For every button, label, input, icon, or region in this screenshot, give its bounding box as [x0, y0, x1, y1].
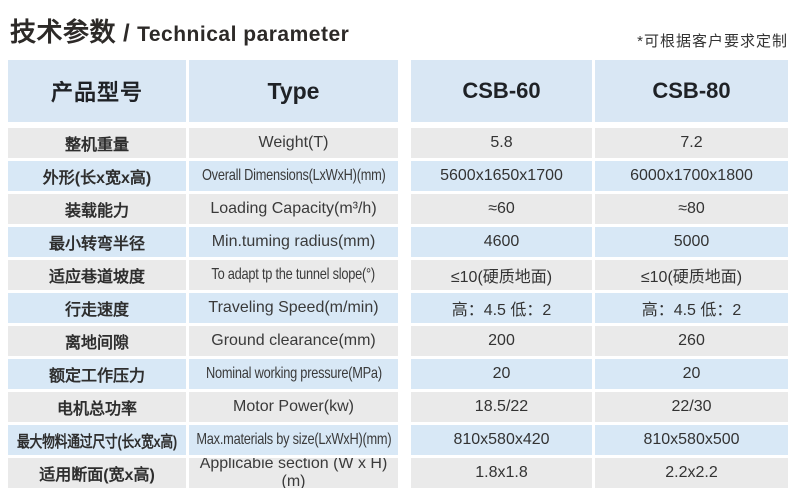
param-name-en-cell: Motor Power(kw) — [189, 392, 398, 422]
param-name-zh-cell: 电机总功率 — [8, 392, 186, 422]
param-name-en-cell: Weight(T) — [189, 128, 398, 158]
column-header-csb-60: CSB-60 — [411, 60, 592, 122]
param-name-en-cell: Loading Capacity(m³/h) — [189, 194, 398, 224]
param-name-en-cell: To adapt tp the tunnel slope(°) — [189, 260, 398, 290]
page-title-chinese: 技术参数 — [10, 17, 117, 47]
value-csb-80-cell: ≤10(硬质地面) — [595, 260, 788, 290]
param-name-zh-cell: 外形(长x宽x高) — [8, 161, 186, 191]
param-name-zh-cell: 最大物料通过尺寸(长x宽x高) — [8, 425, 186, 455]
value-csb-80-cell: 7.2 — [595, 128, 788, 158]
param-name-en-cell: Traveling Speed(m/min) — [189, 293, 398, 323]
value-csb-60-cell: 200 — [411, 326, 592, 356]
value-csb-80-cell: 22/30 — [595, 392, 788, 422]
table-row: 装载能力 Loading Capacity(m³/h) ≈60 ≈80 — [8, 194, 788, 224]
value-csb-60-cell: ≤10(硬质地面) — [411, 260, 592, 290]
table-row: 整机重量 Weight(T) 5.8 7.2 — [8, 128, 788, 158]
param-name-zh-cell: 适应巷道坡度 — [8, 260, 186, 290]
table-row: 额定工作压力 Nominal working pressure(MPa) 20 … — [8, 359, 788, 389]
value-csb-80-cell: 2.2x2.2 — [595, 458, 788, 488]
title-separator: / — [122, 20, 131, 47]
param-name-zh-cell: 行走速度 — [8, 293, 186, 323]
table-row: 最小转弯半径 Min.tuming radius(mm) 4600 5000 — [8, 227, 788, 257]
customization-note: *可根据客户要求定制 — [637, 33, 788, 50]
table-header-row: 产品型号 Type CSB-60 CSB-80 — [8, 60, 788, 122]
param-name-en-cell: Applicabie section (W x H)(m) — [189, 458, 398, 488]
value-csb-80-cell: ≈80 — [595, 194, 788, 224]
value-csb-80-cell: 810x580x500 — [595, 425, 788, 455]
table-row: 电机总功率 Motor Power(kw) 18.5/22 22/30 — [8, 392, 788, 422]
value-csb-60-cell: 高：4.5 低：2 — [411, 293, 592, 323]
value-csb-60-cell: 18.5/22 — [411, 392, 592, 422]
value-csb-80-cell: 5000 — [595, 227, 788, 257]
value-csb-60-cell: 5.8 — [411, 128, 592, 158]
parameter-table: 产品型号 Type CSB-60 CSB-80 整机重量 Weight(T) 5… — [8, 60, 788, 491]
value-csb-60-cell: 5600x1650x1700 — [411, 161, 592, 191]
value-csb-60-cell: 20 — [411, 359, 592, 389]
param-name-en-cell: Overall Dimensions(LxWxH)(mm) — [189, 161, 398, 191]
value-csb-60-cell: 4600 — [411, 227, 592, 257]
value-csb-80-cell: 260 — [595, 326, 788, 356]
param-name-zh-cell: 适用断面(宽x高) — [8, 458, 186, 488]
param-name-en-cell: Max.materials by size(LxWxH)(mm) — [189, 425, 398, 455]
table-row: 外形(长x宽x高) Overall Dimensions(LxWxH)(mm) … — [8, 161, 788, 191]
table-row: 行走速度 Traveling Speed(m/min) 高：4.5 低：2 高：… — [8, 293, 788, 323]
value-csb-60-cell: ≈60 — [411, 194, 592, 224]
param-name-zh-cell: 最小转弯半径 — [8, 227, 186, 257]
table-row: 最大物料通过尺寸(长x宽x高) Max.materials by size(Lx… — [8, 425, 788, 455]
value-csb-80-cell: 6000x1700x1800 — [595, 161, 788, 191]
param-name-zh-cell: 额定工作压力 — [8, 359, 186, 389]
table-body: 整机重量 Weight(T) 5.8 7.2 外形(长x宽x高) Overall… — [8, 128, 788, 488]
value-csb-80-cell: 高：4.5 低：2 — [595, 293, 788, 323]
param-name-en-cell: Nominal working pressure(MPa) — [189, 359, 398, 389]
table-row: 适用断面(宽x高) Applicabie section (W x H)(m) … — [8, 458, 788, 488]
param-name-zh-cell: 整机重量 — [8, 128, 186, 158]
param-name-en-cell: Min.tuming radius(mm) — [189, 227, 398, 257]
table-row: 离地间隙 Ground clearance(mm) 200 260 — [8, 326, 788, 356]
param-name-zh-cell: 装载能力 — [8, 194, 186, 224]
page-title-english: Technical parameter — [137, 23, 350, 46]
column-header-type: Type — [189, 60, 398, 122]
value-csb-60-cell: 1.8x1.8 — [411, 458, 592, 488]
table-row: 适应巷道坡度 To adapt tp the tunnel slope(°) ≤… — [8, 260, 788, 290]
value-csb-80-cell: 20 — [595, 359, 788, 389]
page-title: 技术参数 / Technical parameter — [10, 12, 349, 49]
column-header-product-model: 产品型号 — [8, 60, 186, 122]
param-name-zh-cell: 离地间隙 — [8, 326, 186, 356]
column-header-csb-80: CSB-80 — [595, 60, 788, 122]
value-csb-60-cell: 810x580x420 — [411, 425, 592, 455]
param-name-en-cell: Ground clearance(mm) — [189, 326, 398, 356]
